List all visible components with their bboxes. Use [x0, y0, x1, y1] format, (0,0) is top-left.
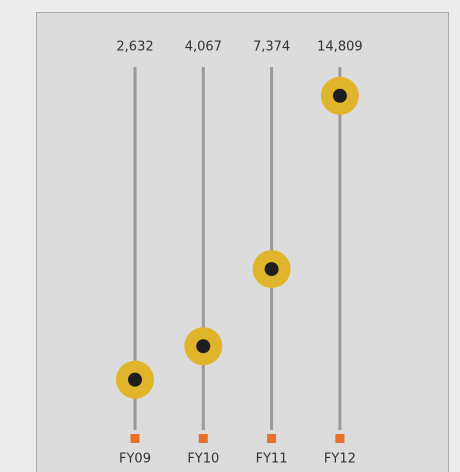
- base-marker: [335, 434, 345, 443]
- value-label: 2,632: [116, 40, 153, 55]
- dot-center: [128, 372, 142, 387]
- category-label: FY10: [187, 452, 219, 467]
- value-label: 14,809: [317, 40, 363, 55]
- category-label: FY09: [119, 452, 151, 467]
- value-label: 4,067: [185, 40, 222, 55]
- panel: [36, 12, 449, 472]
- base-marker: [198, 434, 208, 443]
- base-marker: [130, 434, 140, 443]
- dot-center: [196, 339, 211, 354]
- value-label: 7,374: [253, 40, 290, 55]
- category-label: FY12: [324, 452, 356, 467]
- dot-center: [264, 262, 279, 277]
- base-marker: [267, 434, 277, 443]
- category-label: FY11: [256, 452, 288, 467]
- dot-center: [332, 88, 347, 103]
